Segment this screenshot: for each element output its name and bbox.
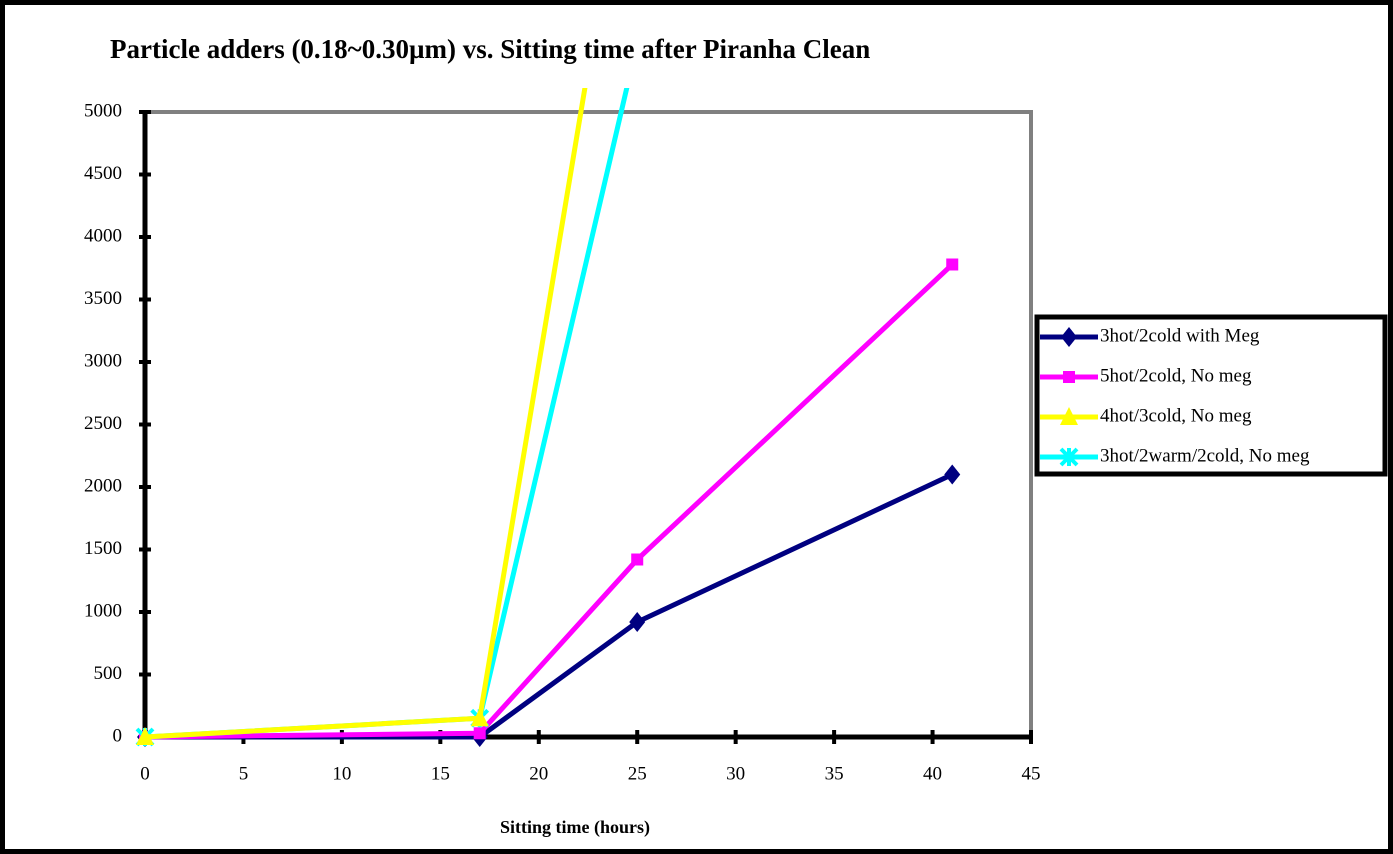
y-tick-label: 1500 (84, 538, 122, 559)
marker (470, 708, 489, 727)
x-tick-label: 30 (726, 763, 745, 784)
y-tick-label: 2000 (84, 475, 122, 496)
plot-lines (135, 88, 961, 747)
legend-label: 3hot/2warm/2cold, No meg (1100, 445, 1310, 466)
marker (136, 727, 154, 745)
legend-label: 4hot/3cold, No meg (1100, 405, 1252, 426)
x-tick-label: 25 (628, 763, 647, 784)
legend-box (1034, 314, 1388, 477)
legend-marker (1060, 407, 1078, 425)
chart-title: Particle adders (0.18~0.30µm) vs. Sittin… (110, 34, 870, 64)
series-line (144, 262, 954, 740)
x-tick-label: 40 (923, 763, 942, 784)
x-tick-label: 35 (825, 763, 844, 784)
marker (944, 464, 961, 485)
legend-label: 3hot/2cold with Meg (1100, 325, 1260, 346)
y-tick-label: 3500 (84, 288, 122, 309)
x-tick-label: 45 (1022, 763, 1041, 784)
y-tick-label: 4500 (84, 163, 122, 184)
x-tick-label: 5 (239, 763, 249, 784)
x-tick-label: 15 (431, 763, 450, 784)
marker (629, 612, 646, 632)
y-tick-label: 3000 (84, 350, 122, 371)
legend-marker (1059, 447, 1079, 467)
x-tick-label: 20 (529, 763, 548, 784)
marker (631, 553, 644, 566)
legend-marker (1061, 327, 1077, 347)
plot-frame (145, 110, 1033, 737)
x-tick-label: 0 (140, 763, 150, 784)
y-tick-label: 500 (94, 663, 123, 684)
y-tick-label: 4000 (84, 225, 122, 246)
x-tick-label: 10 (332, 763, 351, 784)
x-axis-label: Sitting time (hours) (500, 817, 650, 838)
y-tick-label: 1000 (84, 600, 122, 621)
marker (946, 258, 959, 271)
legend-label: 5hot/2cold, No meg (1100, 365, 1252, 386)
y-tick-label: 0 (113, 725, 123, 746)
y-tick-label: 5000 (84, 100, 122, 121)
legend-marker (1063, 371, 1075, 383)
marker (473, 727, 486, 740)
y-tick-label: 2500 (84, 413, 122, 434)
